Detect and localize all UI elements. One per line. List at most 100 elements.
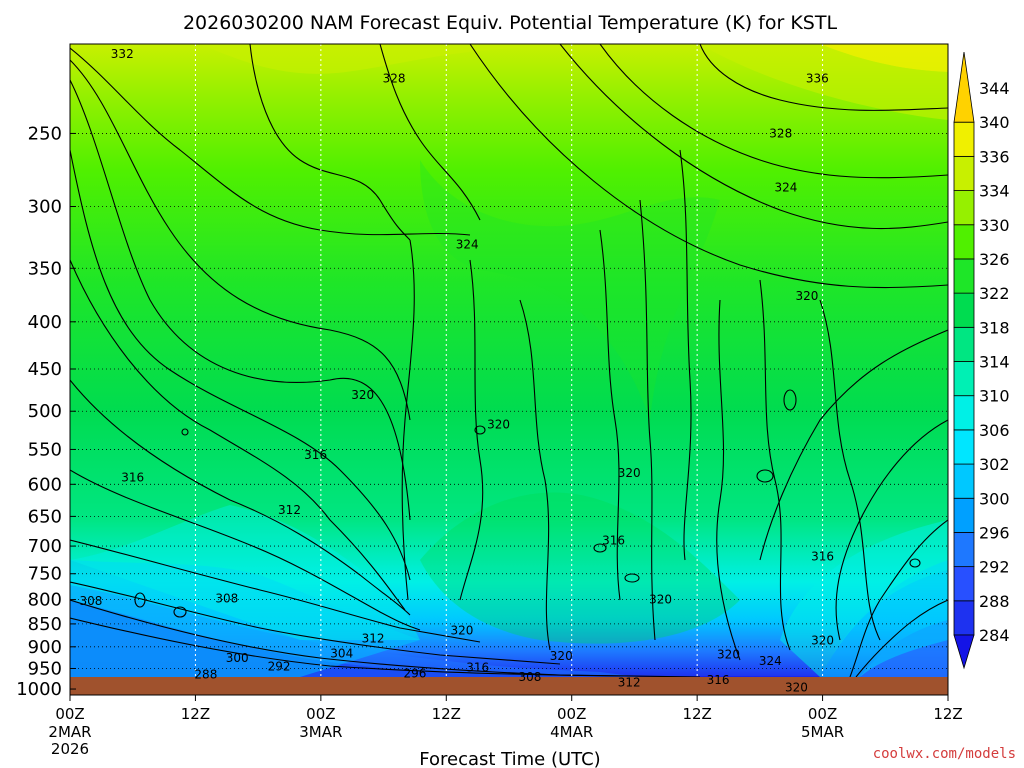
contour-label-34: 320 [785, 680, 808, 694]
contour-label-6: 324 [456, 238, 479, 252]
x-tick-label-84: 12Z [933, 705, 962, 723]
contour-loop-8 [173, 606, 187, 618]
colorbar-label-314: 314 [979, 353, 1010, 372]
contour-fill-region-4 [70, 505, 420, 640]
colorbar-swatch-330 [953, 224, 975, 260]
colorbar-swatch-334 [953, 190, 975, 226]
contour-label-4: 328 [769, 126, 792, 140]
chart-title: 2026030200 NAM Forecast Equiv. Potential… [183, 12, 838, 34]
colorbar-swatch-310 [953, 395, 975, 431]
x-tick-date-48: 4MAR [550, 723, 593, 741]
colorbar-label-296: 296 [979, 523, 1010, 542]
y-tick-label-600: 600 [28, 474, 62, 495]
contour-label-27: 292 [268, 659, 291, 673]
colorbar-swatch-292 [953, 566, 975, 602]
contour-line-9 [70, 581, 561, 665]
y-tick-label-800: 800 [28, 590, 62, 611]
contour-line-26 [849, 519, 948, 677]
contour-fill-region-9 [820, 44, 948, 72]
contour-loop-9 [909, 558, 921, 568]
contour-line-21 [599, 44, 948, 179]
contour-line-15 [599, 229, 621, 601]
contour-line-19 [759, 279, 791, 651]
y-tick-label-500: 500 [28, 401, 62, 422]
x-tick-label-72: 00Z [808, 705, 837, 723]
contour-loop-1 [756, 469, 774, 483]
contour-label-8: 320 [351, 388, 374, 402]
colorbar-label-284: 284 [979, 626, 1010, 645]
colorbar-label-302: 302 [979, 455, 1010, 474]
contour-label-16: 308 [215, 592, 238, 606]
contour-line-30 [699, 44, 948, 111]
y-tick-label-350: 350 [28, 258, 62, 279]
contour-label-25: 300 [226, 651, 249, 665]
contour-label-22: 304 [330, 646, 353, 660]
contour-label-20: 312 [362, 631, 385, 645]
contour-label-30: 296 [403, 667, 426, 681]
colorbar-swatch-300 [953, 497, 975, 533]
contour-label-24: 320 [717, 647, 740, 661]
colorbar-label-318: 318 [979, 318, 1010, 337]
colorbar-label-334: 334 [979, 182, 1010, 201]
contour-fill-region-12 [420, 492, 740, 644]
contour-line-20 [819, 299, 881, 641]
contour-fill-region-10 [700, 44, 948, 120]
colorbar-label-322: 322 [979, 284, 1010, 303]
x-tick-date-24: 3MAR [299, 723, 342, 741]
x-tick-label-0: 00Z [55, 705, 84, 723]
x-axis-label: Forecast Time (UTC) [419, 749, 600, 768]
contour-line-8 [70, 539, 481, 643]
contour-line-4 [70, 149, 411, 581]
y-tick-label-850: 850 [28, 614, 62, 635]
contour-line-18 [716, 299, 741, 661]
contour-label-5: 324 [775, 180, 798, 194]
colorbar-label-336: 336 [979, 147, 1010, 166]
contour-loop-2 [783, 389, 797, 411]
x-tick-label-36: 12Z [432, 705, 461, 723]
contour-line-2 [70, 59, 411, 421]
contour-line-24 [759, 329, 948, 561]
colorbar-label-306: 306 [979, 421, 1010, 440]
colorbar-swatch-302 [953, 463, 975, 499]
contour-line-13 [459, 259, 484, 601]
contour-line-29 [379, 44, 481, 221]
y-tick-label-300: 300 [28, 197, 62, 218]
contour-line-14 [519, 299, 551, 651]
contour-line-27 [855, 599, 948, 677]
contour-label-23: 320 [550, 649, 573, 663]
y-tick-label-400: 400 [28, 312, 62, 333]
contour-fill-region-8 [200, 44, 520, 74]
y-tick-label-950: 950 [28, 658, 62, 679]
contour-label-15: 316 [811, 549, 834, 563]
contour-fill-region-7 [780, 520, 948, 677]
colorbar: 284 288 292 296 300 302 306 310 314 318 322 326 330 3… [953, 51, 1010, 670]
contour-loop-4 [593, 543, 607, 553]
y-tick-label-650: 650 [28, 506, 62, 527]
contour-label-14: 316 [602, 533, 625, 547]
contour-label-2: 328 [383, 72, 406, 86]
colorbar-label-330: 330 [979, 216, 1010, 235]
colorbar-label-310: 310 [979, 387, 1010, 406]
contour-line-1 [70, 47, 471, 236]
contour-label-29: 288 [194, 667, 217, 681]
contour-label-21: 320 [811, 634, 834, 648]
contour-fill-region-3 [70, 560, 420, 677]
contour-label-33: 312 [618, 676, 641, 690]
credit-label: coolwx.com/models [873, 746, 1016, 762]
contour-line-23 [469, 44, 948, 289]
y-tick-label-750: 750 [28, 564, 62, 585]
contour-label-26: 324 [759, 654, 782, 668]
colorbar-swatch-322 [953, 292, 975, 328]
contour-line-3 [70, 79, 411, 521]
contour-label-31: 308 [518, 670, 541, 684]
contour-label-28: 316 [466, 661, 489, 675]
colorbar-bottom-arrow [953, 634, 975, 670]
contour-label-11: 316 [121, 471, 144, 485]
contour-loop-6 [181, 428, 189, 436]
x-tick-year-0: 2026 [51, 740, 89, 758]
colorbar-label-300: 300 [979, 489, 1010, 508]
contour-line-28 [249, 44, 411, 241]
contour-label-7: 320 [795, 289, 818, 303]
contour-label-1: 332 [111, 47, 134, 61]
